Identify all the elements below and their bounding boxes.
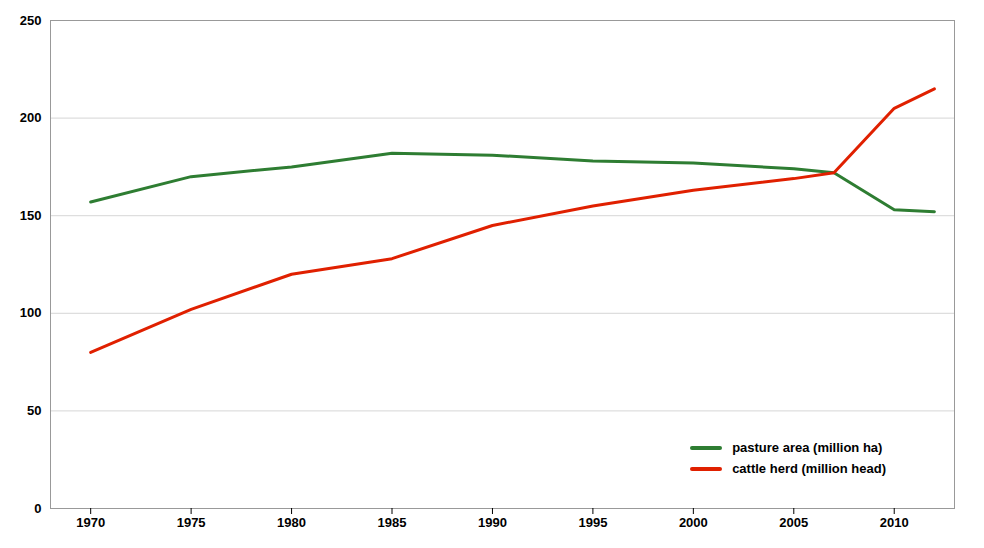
svg-text:100: 100 (20, 305, 42, 320)
svg-text:2005: 2005 (779, 515, 808, 530)
svg-text:50: 50 (27, 403, 41, 418)
svg-text:1975: 1975 (177, 515, 206, 530)
svg-text:200: 200 (20, 110, 42, 125)
svg-text:1995: 1995 (578, 515, 607, 530)
html-text:pasture area (million ha): pasture area (million ha) (732, 440, 883, 455)
svg-text:1970: 1970 (76, 515, 105, 530)
svg-text:250: 250 (20, 13, 42, 28)
html-text:cattle herd (million head): cattle herd (million head) (732, 461, 886, 476)
svg-text:0: 0 (34, 501, 41, 516)
svg-text:1990: 1990 (478, 515, 507, 530)
svg-text:1980: 1980 (277, 515, 306, 530)
svg-text:2010: 2010 (880, 515, 909, 530)
svg-text:2000: 2000 (679, 515, 708, 530)
svg-text:150: 150 (20, 208, 42, 223)
svg-text:1985: 1985 (378, 515, 407, 530)
